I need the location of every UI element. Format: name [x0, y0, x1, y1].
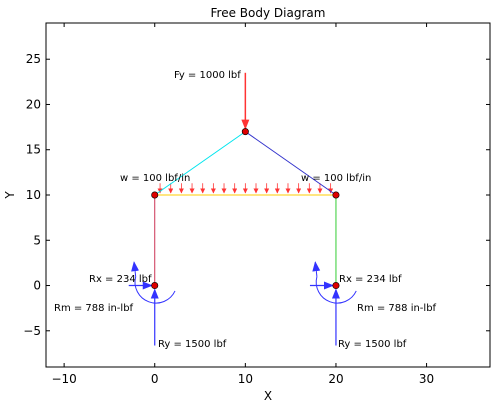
- x-tick-label: 20: [328, 372, 343, 386]
- x-axis-label: X: [264, 389, 272, 403]
- truss-node: [151, 282, 159, 290]
- truss-member: [245, 131, 337, 196]
- support-reactions: [128, 261, 357, 346]
- x-tick-label: −10: [51, 372, 76, 386]
- chart-title: Free Body Diagram: [211, 6, 326, 20]
- left-ry-label: Ry = 1500 lbf: [158, 339, 227, 350]
- right-rx-label: Rx = 234 lbf: [339, 274, 402, 285]
- x-axis: −10 0 10 20 30: [51, 23, 434, 386]
- left-rx-label: Rx = 234 lbf: [89, 274, 152, 285]
- left-rm-label: Rm = 788 in-lbf: [54, 303, 134, 314]
- y-tick-label: 25: [26, 52, 41, 66]
- truss-node: [151, 191, 159, 199]
- x-tick-label: 10: [238, 372, 253, 386]
- right-rm-label: Rm = 788 in-lbf: [357, 303, 437, 314]
- y-tick-label: −5: [23, 324, 41, 338]
- distributed-load-label-right: w = 100 lbf/in: [301, 173, 371, 184]
- y-axis: −5 0 5 10 15 20 25: [23, 52, 490, 338]
- y-tick-label: 5: [33, 233, 41, 247]
- truss-nodes: [151, 128, 340, 290]
- distributed-load-label-left: w = 100 lbf/in: [120, 173, 190, 184]
- right-ry-label: Ry = 1500 lbf: [338, 339, 407, 350]
- y-axis-label: Y: [3, 191, 17, 200]
- point-load-label: Fy = 1000 lbf: [174, 70, 241, 81]
- y-tick-label: 10: [26, 188, 41, 202]
- x-tick-label: 30: [419, 372, 434, 386]
- left-rm-arrowhead: [131, 261, 140, 277]
- truss-member: [154, 131, 246, 196]
- truss-node: [332, 191, 340, 199]
- left-rm-arc: [134, 276, 176, 304]
- right-rm-arc: [315, 276, 357, 304]
- x-tick-label: 0: [151, 372, 159, 386]
- right-rm-arrowhead: [312, 261, 321, 277]
- y-tick-label: 20: [26, 97, 41, 111]
- truss-node: [332, 282, 340, 290]
- y-tick-label: 0: [33, 279, 41, 293]
- truss-node: [241, 128, 249, 136]
- distributed-load: [157, 183, 334, 194]
- y-tick-label: 15: [26, 143, 41, 157]
- truss-members: [154, 131, 337, 286]
